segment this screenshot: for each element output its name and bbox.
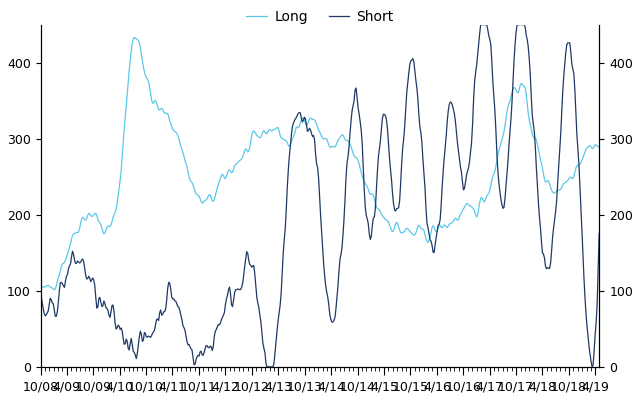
Line: Short: Short [41, 25, 599, 367]
Line: Long: Long [41, 38, 599, 290]
Legend: Long, Short: Long, Short [241, 4, 399, 29]
